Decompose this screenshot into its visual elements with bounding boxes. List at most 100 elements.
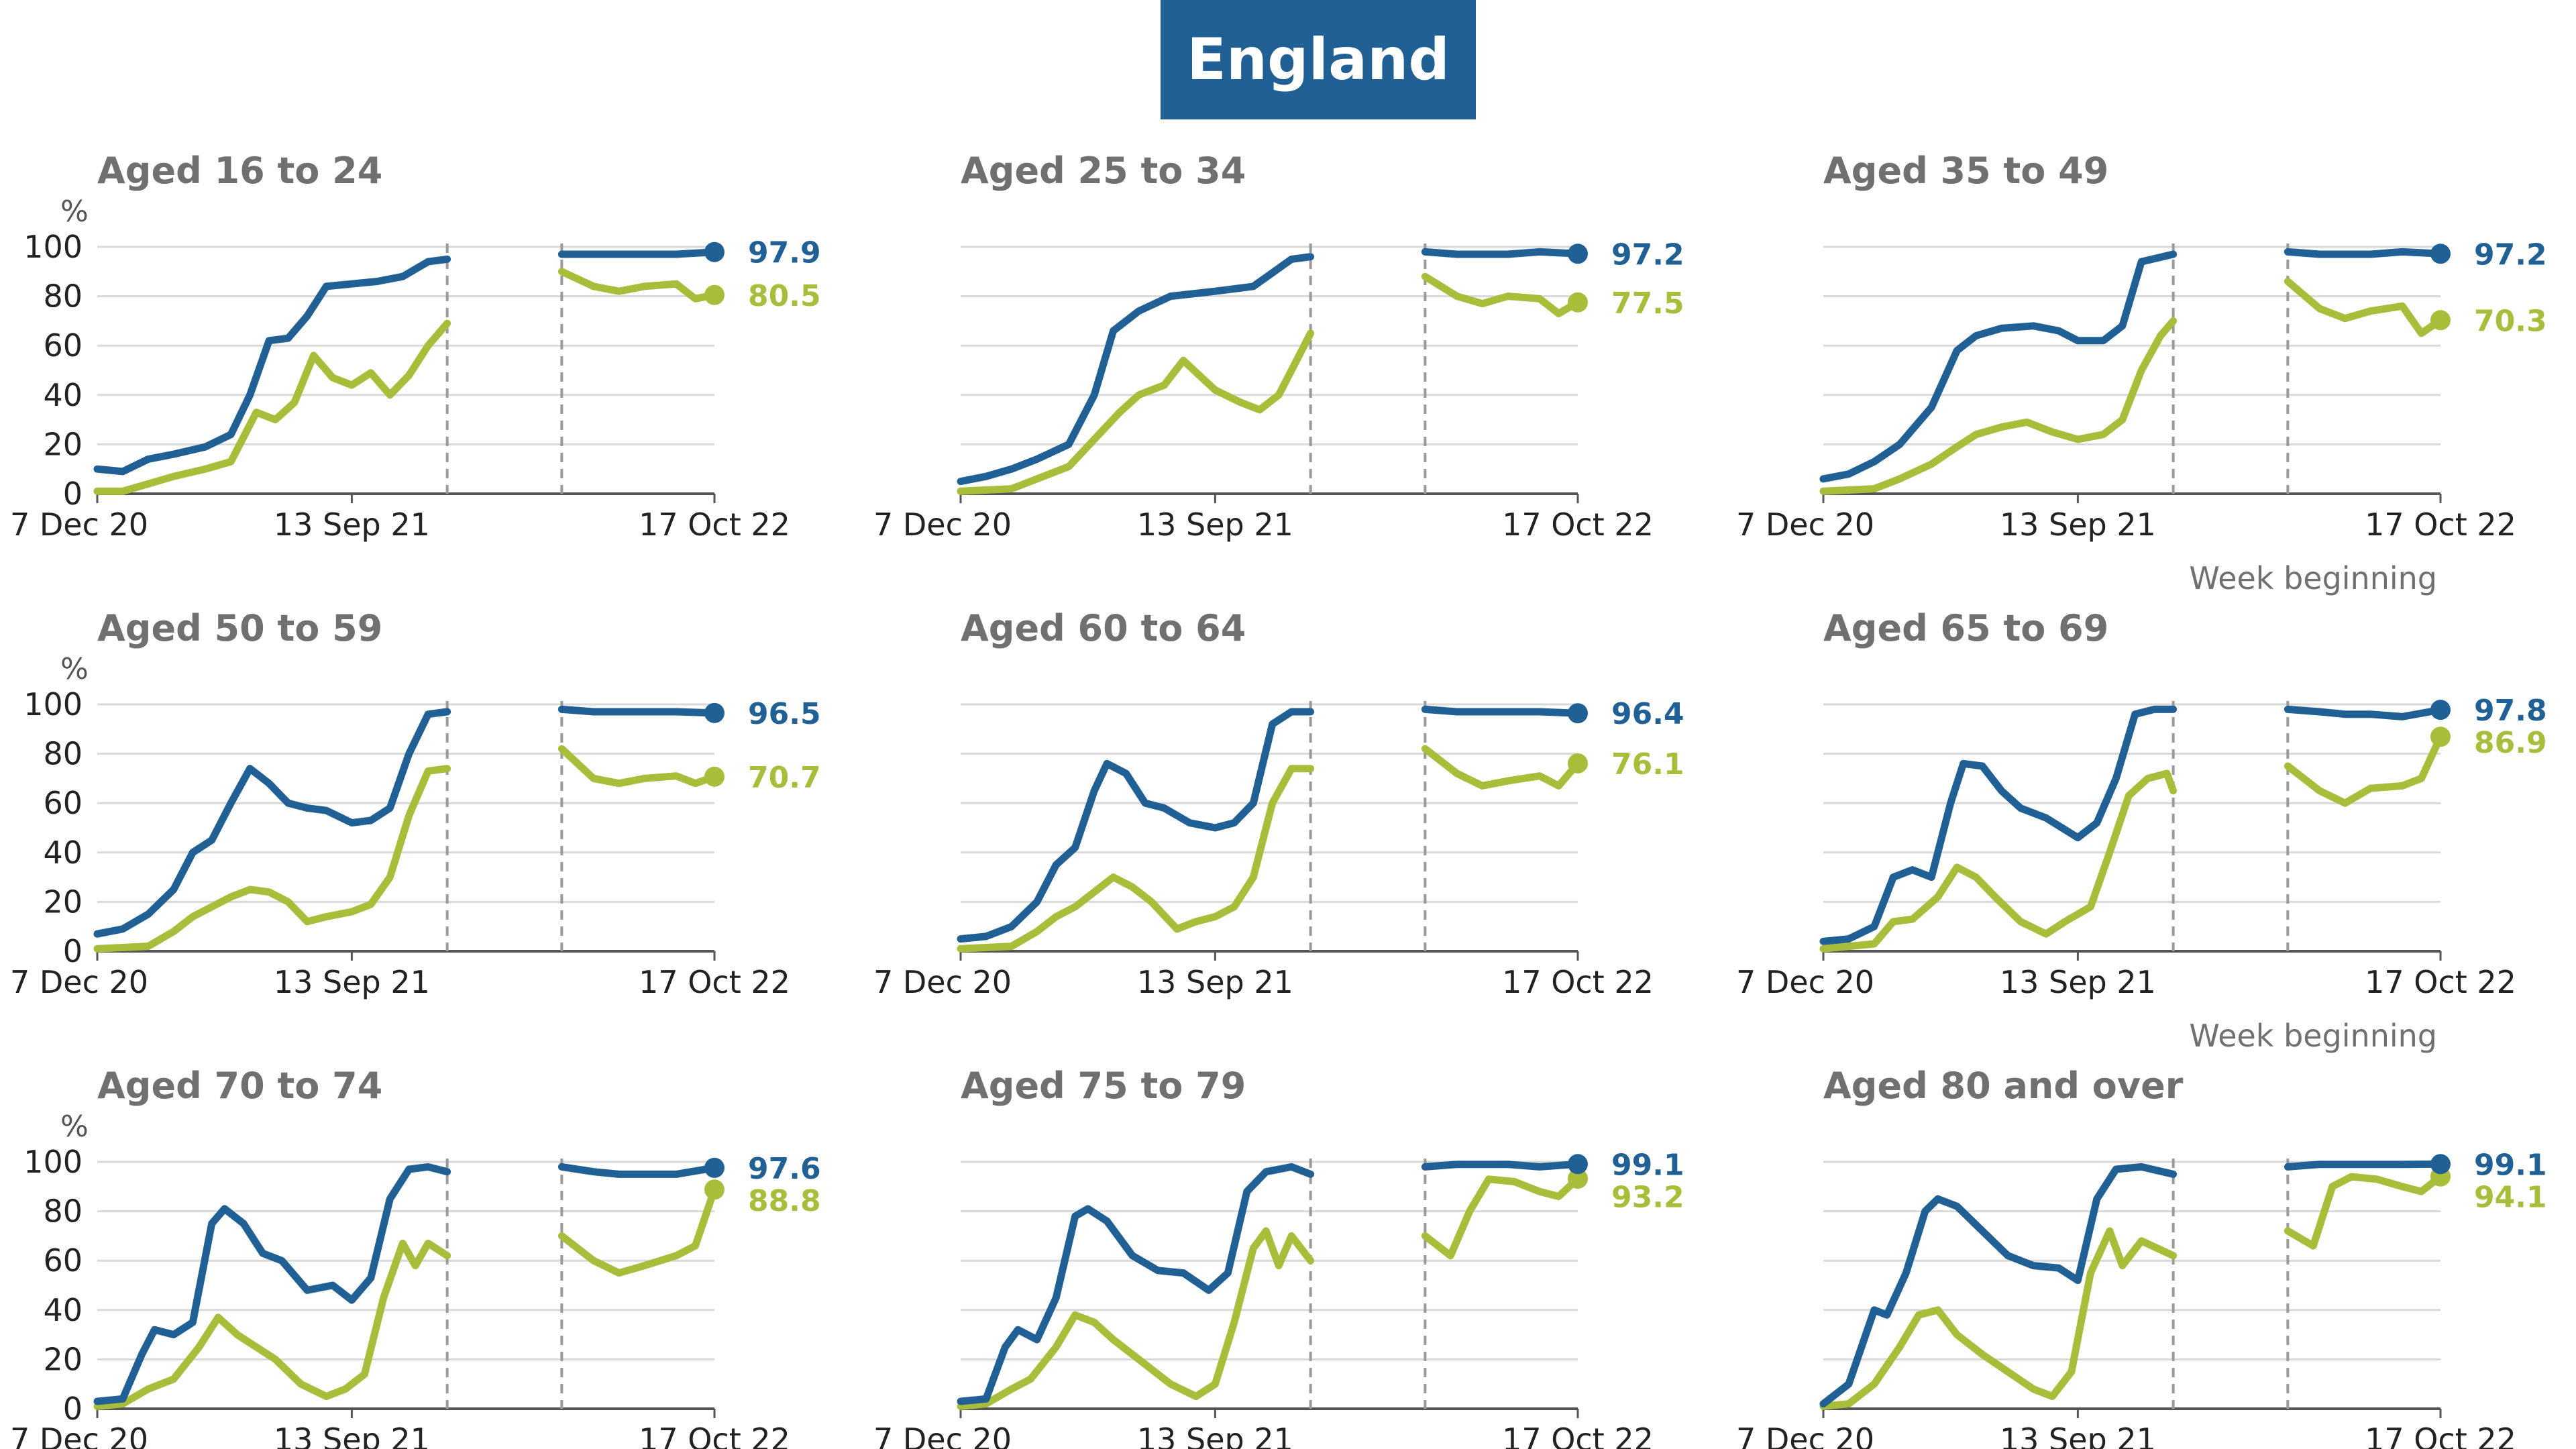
green-series-line-before-gap [957, 765, 1315, 953]
green-series-line-after-gap [1421, 745, 1582, 790]
blue-series-line-after-gap [1421, 705, 1582, 717]
green-value-label: 94.1 [2474, 1180, 2547, 1214]
blue-series-line-before-gap [93, 708, 451, 938]
x-tick-label: 17 Oct 22 [639, 964, 790, 1000]
blue-value-label: 97.2 [1611, 237, 1684, 272]
x-tick-label: 7 Dec 20 [1736, 964, 1874, 1000]
panel-title: Aged 16 to 24 [97, 150, 382, 192]
y-tick-label: 20 [43, 883, 83, 920]
week-beginning-label: Week beginning [2189, 1018, 2437, 1054]
y-tick-label: 20 [43, 426, 83, 462]
y-tick-label: 60 [43, 1242, 83, 1279]
panel-title: Aged 65 to 69 [1823, 607, 2108, 649]
blue-series-line-before-gap [93, 1163, 451, 1405]
blue-series-line-after-gap [2284, 705, 2445, 720]
blue-end-point [1568, 1154, 1588, 1175]
green-value-label: 88.8 [748, 1184, 821, 1218]
green-value-label: 80.5 [748, 279, 821, 313]
panel-title: Aged 25 to 34 [961, 150, 1246, 192]
y-tick-label: 40 [43, 377, 83, 413]
blue-series-line-after-gap [557, 248, 718, 258]
green-series-line-after-gap [1421, 1175, 1582, 1260]
green-end-point [2430, 310, 2451, 331]
blue-series-line-after-gap [1421, 248, 1582, 258]
green-value-label: 93.2 [1611, 1180, 1684, 1214]
y-tick-label: 0 [63, 933, 83, 969]
green-end-point [1568, 1169, 1588, 1189]
panel-title: Aged 50 to 59 [97, 607, 382, 649]
y-tick-label: 0 [63, 476, 83, 512]
panel-aged-65-to-69: Aged 65 to 69 7 Dec 20 13 Sep 21 17 Oct 22 9… [1736, 607, 2547, 1054]
green-series-line-before-gap [93, 765, 451, 953]
x-tick-label: 13 Sep 21 [274, 1421, 430, 1449]
blue-series-line-after-gap [557, 1163, 718, 1178]
x-tick-label: 13 Sep 21 [274, 964, 430, 1000]
x-tick-label: 7 Dec 20 [873, 506, 1012, 543]
green-series-line-before-gap [957, 329, 1315, 495]
blue-end-point [2430, 244, 2451, 264]
x-tick-label: 13 Sep 21 [1137, 1421, 1293, 1449]
green-series-line-after-gap [2284, 733, 2445, 807]
panel-aged-50-to-59: Aged 50 to 59% 0 20 40 60 80 100 7 Dec 20 13 Sep… [10, 607, 821, 1000]
blue-series-line-before-gap [1819, 250, 2178, 483]
green-series-line-after-gap [2284, 278, 2445, 337]
x-tick-label: 17 Oct 22 [639, 1421, 790, 1449]
blue-end-point [704, 241, 724, 262]
y-unit-label: % [60, 195, 89, 229]
blue-series-line-after-gap [1421, 1160, 1582, 1171]
x-tick-label: 7 Dec 20 [1736, 1421, 1874, 1449]
x-tick-label: 7 Dec 20 [10, 1421, 148, 1449]
x-tick-label: 13 Sep 21 [274, 506, 430, 543]
x-tick-label: 13 Sep 21 [2000, 964, 2156, 1000]
panel-aged-80-and-over: Aged 80 and over 7 Dec 20 13 Sep 21 17 Oct … [1736, 1065, 2547, 1449]
blue-value-label: 96.5 [748, 697, 821, 731]
x-tick-label: 17 Oct 22 [2365, 506, 2516, 543]
blue-value-label: 97.8 [2474, 694, 2547, 728]
x-tick-label: 17 Oct 22 [1502, 964, 1654, 1000]
green-series-line-after-gap [557, 745, 718, 788]
panel-aged-60-to-64: Aged 60 to 64 7 Dec 20 13 Sep 21 17 Oct 22 9… [873, 607, 1684, 1000]
green-series-line-after-gap [557, 268, 718, 303]
green-series-line-after-gap [2284, 1173, 2445, 1250]
green-series-line-after-gap [1421, 272, 1582, 317]
blue-end-point [704, 1157, 724, 1178]
panel-aged-75-to-79: Aged 75 to 79 7 Dec 20 13 Sep 21 17 Oct 22 9… [873, 1065, 1684, 1449]
panel-title: Aged 80 and over [1823, 1065, 2184, 1107]
green-series-line-before-gap [93, 1239, 451, 1410]
blue-end-point [1568, 244, 1588, 264]
panel-aged-35-to-49: Aged 35 to 49 7 Dec 20 13 Sep 21 17 Oct 22 9… [1736, 150, 2547, 596]
panel-title: Aged 35 to 49 [1823, 150, 2108, 192]
x-tick-label: 17 Oct 22 [2365, 964, 2516, 1000]
y-tick-label: 100 [23, 1144, 83, 1180]
blue-series-line-before-gap [957, 1163, 1315, 1405]
panel-aged-25-to-34: Aged 25 to 34 7 Dec 20 13 Sep 21 17 Oct 22 9… [873, 150, 1684, 543]
blue-series-line-after-gap [2284, 248, 2445, 258]
blue-value-label: 97.9 [748, 236, 821, 270]
green-value-label: 77.5 [1611, 286, 1684, 321]
y-tick-label: 40 [43, 835, 83, 871]
blue-series-line-before-gap [1819, 705, 2178, 945]
blue-series-line-before-gap [957, 708, 1315, 943]
x-tick-label: 7 Dec 20 [873, 1421, 1012, 1449]
green-end-point [704, 766, 724, 787]
blue-series-line-before-gap [1819, 1163, 2178, 1408]
blue-series-line-after-gap [2284, 1160, 2445, 1171]
panel-title: Aged 70 to 74 [97, 1065, 382, 1107]
x-tick-label: 7 Dec 20 [1736, 506, 1874, 543]
y-unit-label: % [60, 1110, 89, 1144]
blue-value-label: 97.6 [748, 1152, 821, 1186]
x-tick-label: 13 Sep 21 [1137, 506, 1293, 543]
y-tick-label: 20 [43, 1341, 83, 1377]
green-series-line-before-gap [93, 319, 451, 495]
green-end-point [1568, 292, 1588, 313]
y-tick-label: 80 [43, 278, 83, 315]
green-value-label: 76.1 [1611, 747, 1684, 782]
y-tick-label: 60 [43, 785, 83, 821]
x-tick-label: 17 Oct 22 [1502, 506, 1654, 543]
blue-end-point [1568, 703, 1588, 724]
green-end-point [2430, 727, 2451, 747]
blue-value-label: 99.1 [1611, 1148, 1684, 1182]
x-tick-label: 13 Sep 21 [2000, 1421, 2156, 1449]
blue-series-line-before-gap [93, 255, 451, 476]
